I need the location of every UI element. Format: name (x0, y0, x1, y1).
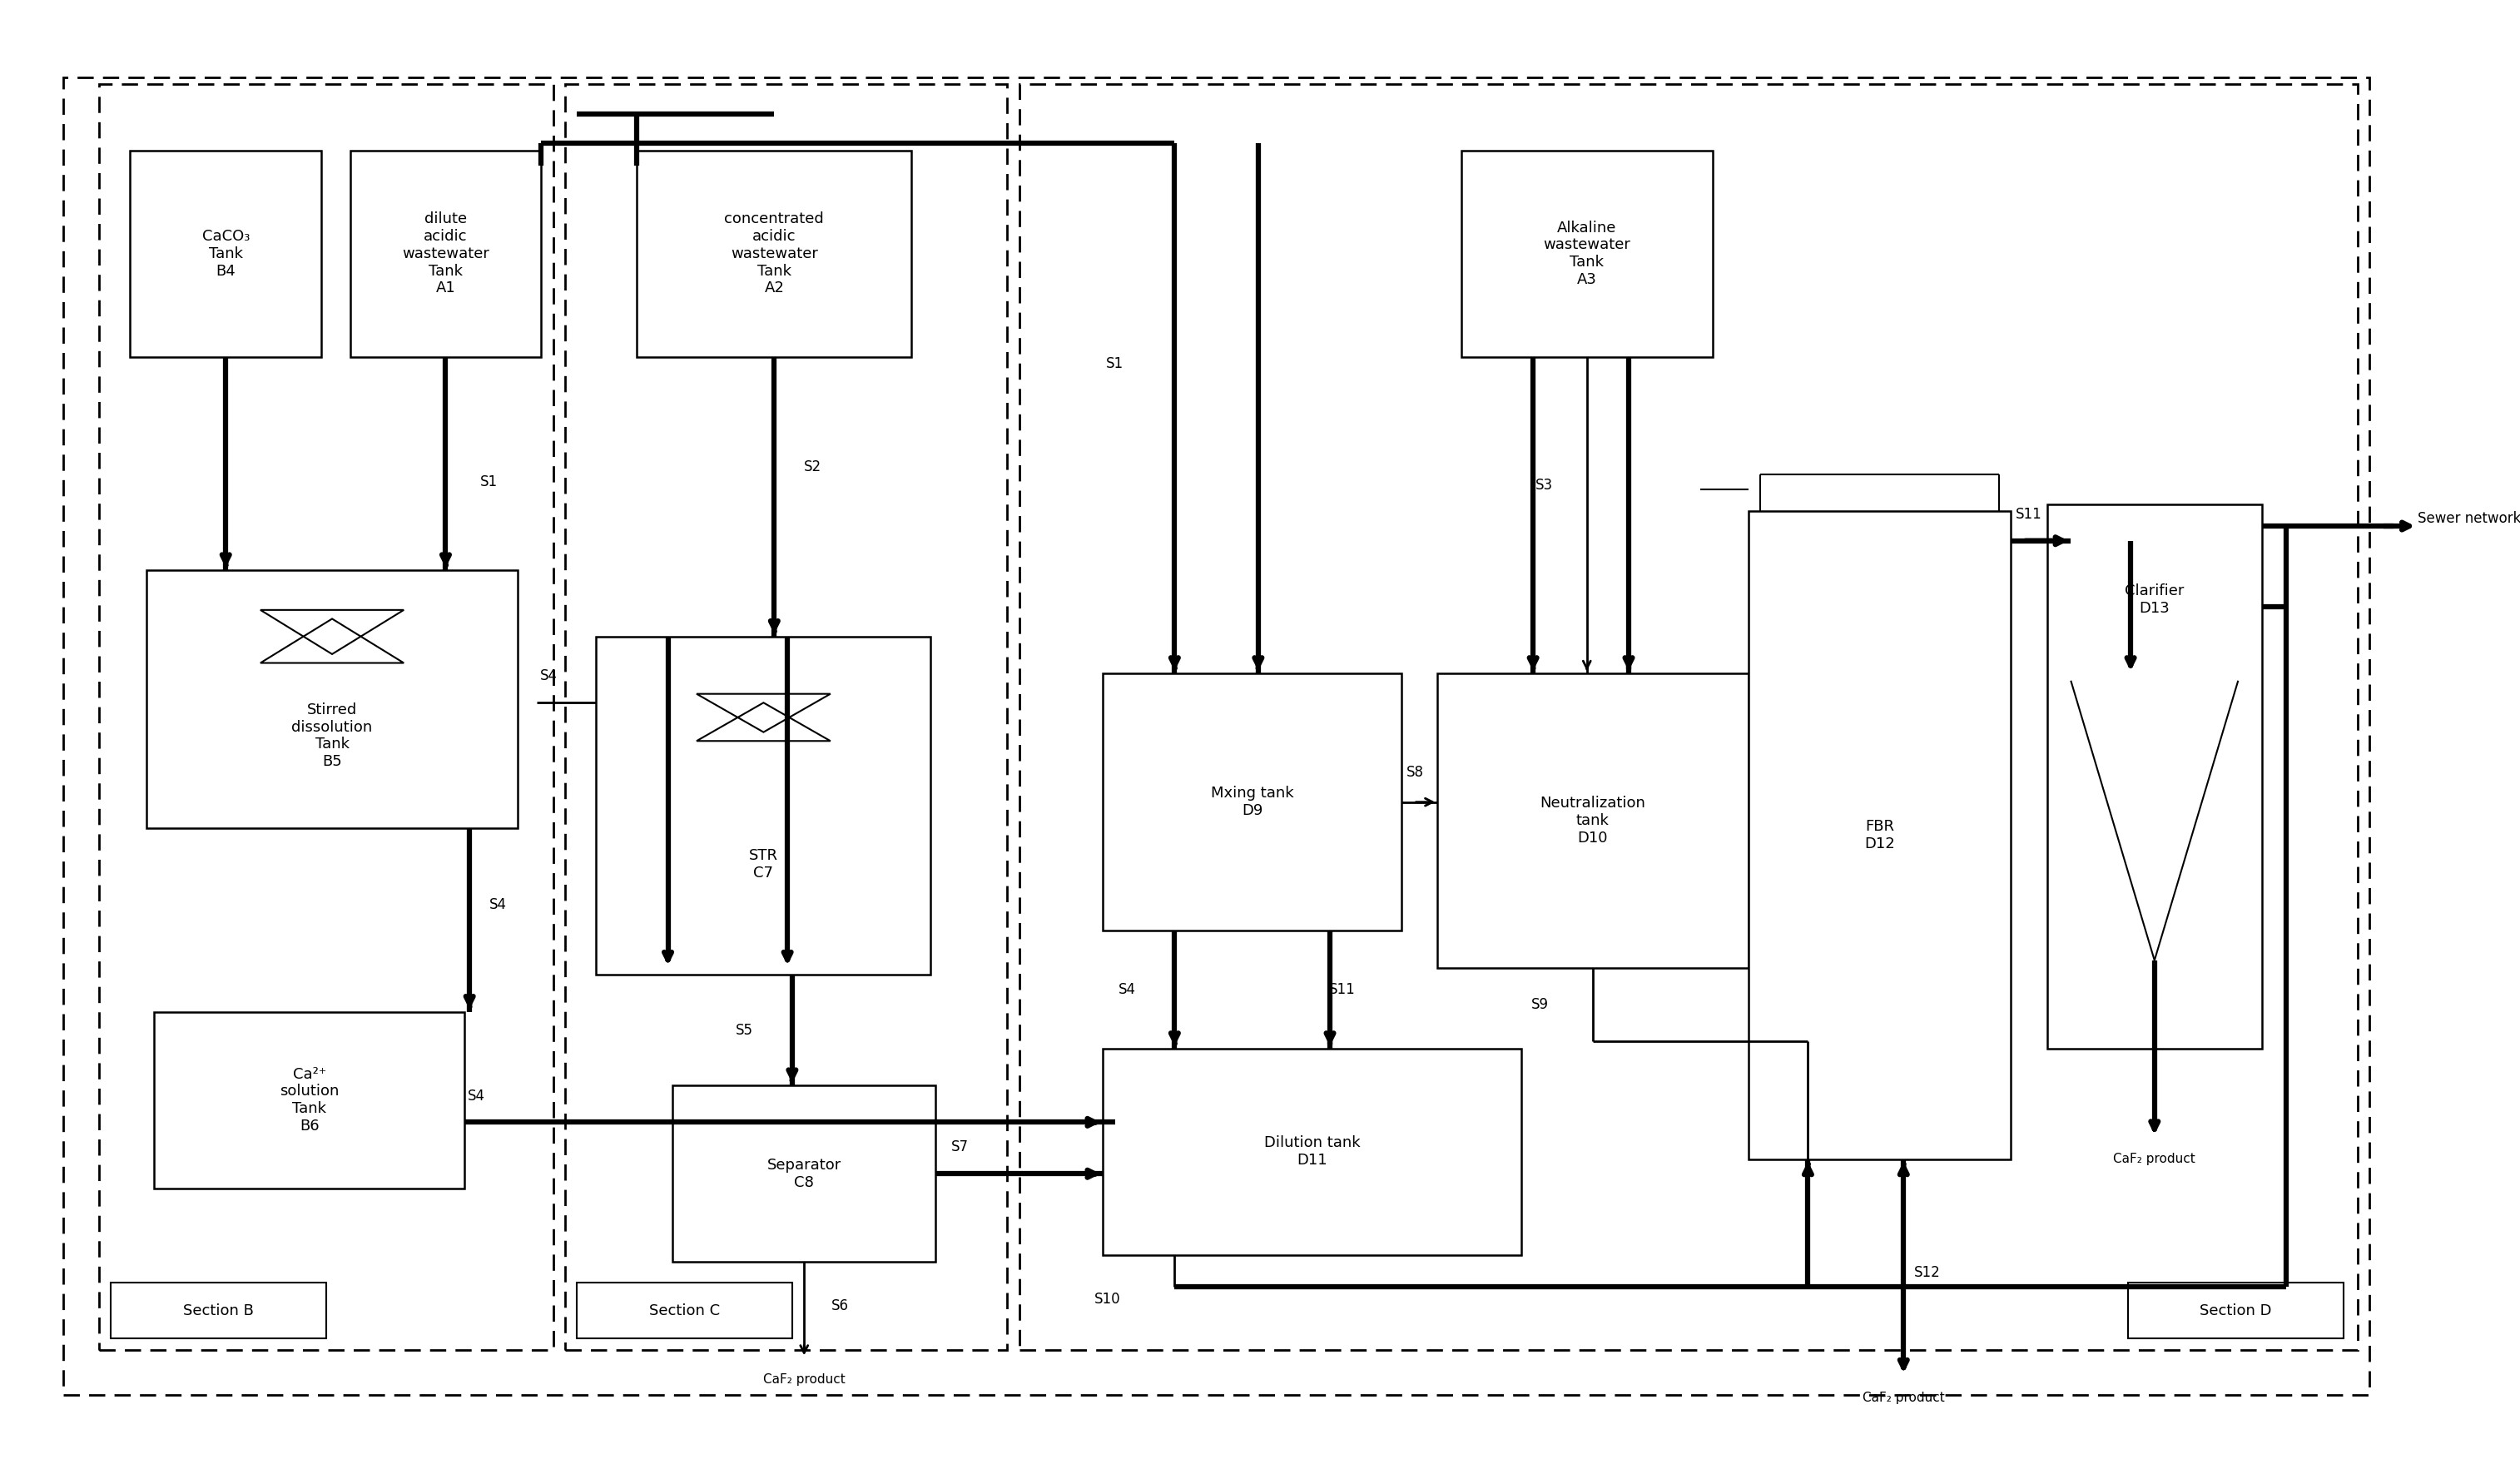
Text: S4: S4 (539, 669, 557, 683)
Bar (63, 77, 2369, 1395)
Bar (1018, 84, 2359, 1350)
Text: CaCO₃
Tank
B4: CaCO₃ Tank B4 (202, 229, 249, 278)
Text: concentrated
acidic
wastewater
Tank
A2: concentrated acidic wastewater Tank A2 (723, 211, 824, 296)
Bar (673, 1086, 935, 1262)
Bar (638, 151, 912, 356)
Text: S12: S12 (1915, 1265, 1940, 1279)
Text: Sewer network: Sewer network (2417, 512, 2520, 527)
Text: Stirred
dissolution
Tank
B5: Stirred dissolution Tank B5 (292, 703, 373, 769)
Text: S11: S11 (2016, 507, 2041, 522)
Bar (2129, 1282, 2344, 1338)
Text: S4: S4 (469, 1089, 486, 1103)
Text: S3: S3 (1535, 478, 1552, 493)
Text: Ca²⁺
solution
Tank
B6: Ca²⁺ solution Tank B6 (280, 1066, 340, 1133)
Bar (1104, 673, 1401, 930)
Bar (2046, 504, 2263, 1049)
Text: Dilution tank
D11: Dilution tank D11 (1265, 1136, 1361, 1168)
Text: S4: S4 (1119, 982, 1137, 997)
Bar (1104, 1049, 1522, 1254)
Text: CaF₂ product: CaF₂ product (1862, 1392, 1945, 1404)
Text: Neutralization
tank
D10: Neutralization tank D10 (1540, 796, 1646, 846)
Bar (1436, 673, 1749, 967)
Text: S2: S2 (804, 460, 822, 475)
Text: Mxing tank
D9: Mxing tank D9 (1210, 785, 1293, 818)
Bar (111, 1282, 325, 1338)
Bar (564, 84, 1008, 1350)
Text: STR
C7: STR C7 (748, 849, 779, 881)
Text: Alkaline
wastewater
Tank
A3: Alkaline wastewater Tank A3 (1542, 220, 1630, 287)
Text: S5: S5 (736, 1023, 753, 1038)
Text: Section B: Section B (184, 1303, 255, 1318)
Bar (350, 151, 542, 356)
Text: S4: S4 (489, 898, 507, 913)
Bar (154, 1012, 464, 1189)
Text: S10: S10 (1094, 1291, 1121, 1306)
Text: dilute
acidic
wastewater
Tank
A1: dilute acidic wastewater Tank A1 (403, 211, 489, 296)
Text: Separator
C8: Separator C8 (766, 1158, 842, 1191)
Text: S6: S6 (832, 1299, 849, 1313)
Text: S8: S8 (1406, 765, 1424, 779)
Bar (597, 636, 930, 975)
Text: Clarifier
D13: Clarifier D13 (2124, 584, 2185, 615)
Text: CaF₂ product: CaF₂ product (2114, 1152, 2195, 1165)
Bar (98, 84, 554, 1350)
Text: S1: S1 (479, 475, 496, 490)
Bar (1749, 512, 2011, 1160)
Text: Section D: Section D (2200, 1303, 2271, 1318)
Bar (577, 1282, 791, 1338)
Text: CaF₂ product: CaF₂ product (764, 1374, 844, 1386)
Text: S11: S11 (1328, 982, 1356, 997)
Text: S1: S1 (1106, 356, 1124, 371)
Text: S9: S9 (1532, 997, 1550, 1012)
Bar (131, 151, 323, 356)
Text: FBR
D12: FBR D12 (1865, 819, 1895, 852)
Text: S7: S7 (950, 1140, 968, 1155)
Bar (1462, 151, 1711, 356)
Bar (146, 571, 517, 828)
Text: Section C: Section C (650, 1303, 721, 1318)
